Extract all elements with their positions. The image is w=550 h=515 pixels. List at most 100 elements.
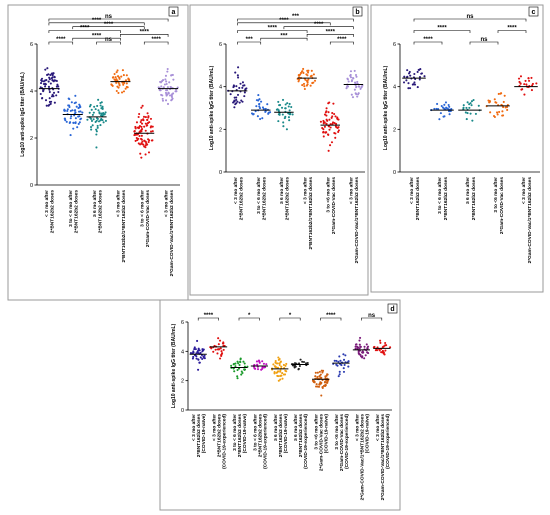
data-point [297,362,301,365]
data-point [94,108,97,111]
group-3 [458,99,482,122]
bracket-line [320,317,342,321]
data-point [175,90,178,93]
x-tick-label: 2*Gam-COVID-Vac/1*BNT162b2 doses [359,414,365,501]
x-tick-label: (COVID-19-naïve) [283,414,289,454]
data-point [314,371,317,374]
data-point [359,345,362,348]
data-point [423,75,426,78]
y-tick-label: 2 [393,127,396,133]
bracket-line [48,30,121,33]
data-point [350,93,353,96]
significance-label: **** [268,26,278,32]
y-tick-label: 4 [219,85,222,91]
bracket-line [143,41,169,45]
data-point [313,79,317,82]
data-point [277,358,280,361]
data-point [416,70,419,74]
data-point [291,113,294,116]
x-tick-label: 2*BNT162b2 doses [262,177,268,221]
data-point [118,77,121,80]
x-tick-label: < 3 mo after [212,414,218,441]
significance-bracket: **** [48,37,74,45]
data-point [90,117,93,120]
data-point [322,135,325,138]
data-point [433,107,436,110]
data-point [77,122,80,126]
x-tick-label: < 3 mo after [375,414,381,441]
data-point [74,117,77,120]
y-axis-label: Log10 anti-spike IgG titer (BAU/mL) [383,65,389,150]
data-point [309,75,312,78]
bracket-line [237,22,331,26]
data-point [321,126,324,130]
data-point [201,348,204,351]
panel-frame [370,4,544,293]
data-point [165,94,168,97]
x-tick-label: 2*BNT162b2/1*BNT162b2 doses [308,177,314,250]
x-tick-label: 2*BNT162b2 doses [50,190,56,234]
bracket-line [413,41,443,45]
data-point [47,73,50,76]
data-point [66,108,69,111]
data-point [176,86,179,89]
y-tick-label: 6 [181,320,184,326]
y-tick-label: 0 [219,170,222,176]
data-point [285,128,288,131]
data-point [297,74,300,77]
data-point [261,367,264,370]
data-point [322,130,325,133]
data-point [334,115,337,118]
data-point [306,71,310,74]
data-point [252,112,255,116]
data-point [470,100,473,103]
significance-label: **** [56,37,66,43]
data-point [202,356,205,359]
data-point [70,101,73,104]
significance-bracket: **** [120,30,169,37]
data-point [167,92,170,95]
significance-bracket: **** [329,37,354,45]
x-tick-label: (COVID-19-experienced) [262,414,268,469]
data-point [117,91,120,95]
data-point [338,355,341,358]
data-point [233,370,236,373]
data-point [347,365,350,368]
data-point [95,128,98,131]
data-point [523,83,526,86]
data-point [120,75,123,78]
x-tick-label: ≥ 6 mo after [273,414,279,441]
data-point [104,119,107,122]
data-point [311,379,315,382]
x-tick-label: (COVID-19-experienced) [222,414,228,469]
panel-label-box [387,303,398,314]
data-point [151,130,154,133]
data-point [322,384,326,387]
x-tick-label: 3 to < 6 mo after [256,177,262,214]
x-tick-label: < 3 mo after [44,190,50,217]
data-point [170,94,173,97]
data-point [495,111,499,114]
data-point [284,107,287,110]
data-point [235,85,238,88]
data-point [301,84,304,87]
group-5 [271,356,289,382]
data-point [357,85,360,88]
data-point [353,69,356,72]
data-point [124,87,127,90]
significance-bracket: **** [72,33,121,41]
bracket-line [260,37,308,41]
significance-bracket: **** [237,18,331,26]
data-point [49,82,52,85]
data-point [144,122,147,125]
significance-label: **** [279,18,289,24]
data-point [50,100,53,103]
data-point [468,103,471,106]
data-point [258,360,261,363]
data-point [288,102,291,106]
group-4 [250,359,268,371]
data-point [111,76,115,79]
panel-frame [159,299,401,511]
data-point [140,122,144,125]
data-point [519,75,523,78]
